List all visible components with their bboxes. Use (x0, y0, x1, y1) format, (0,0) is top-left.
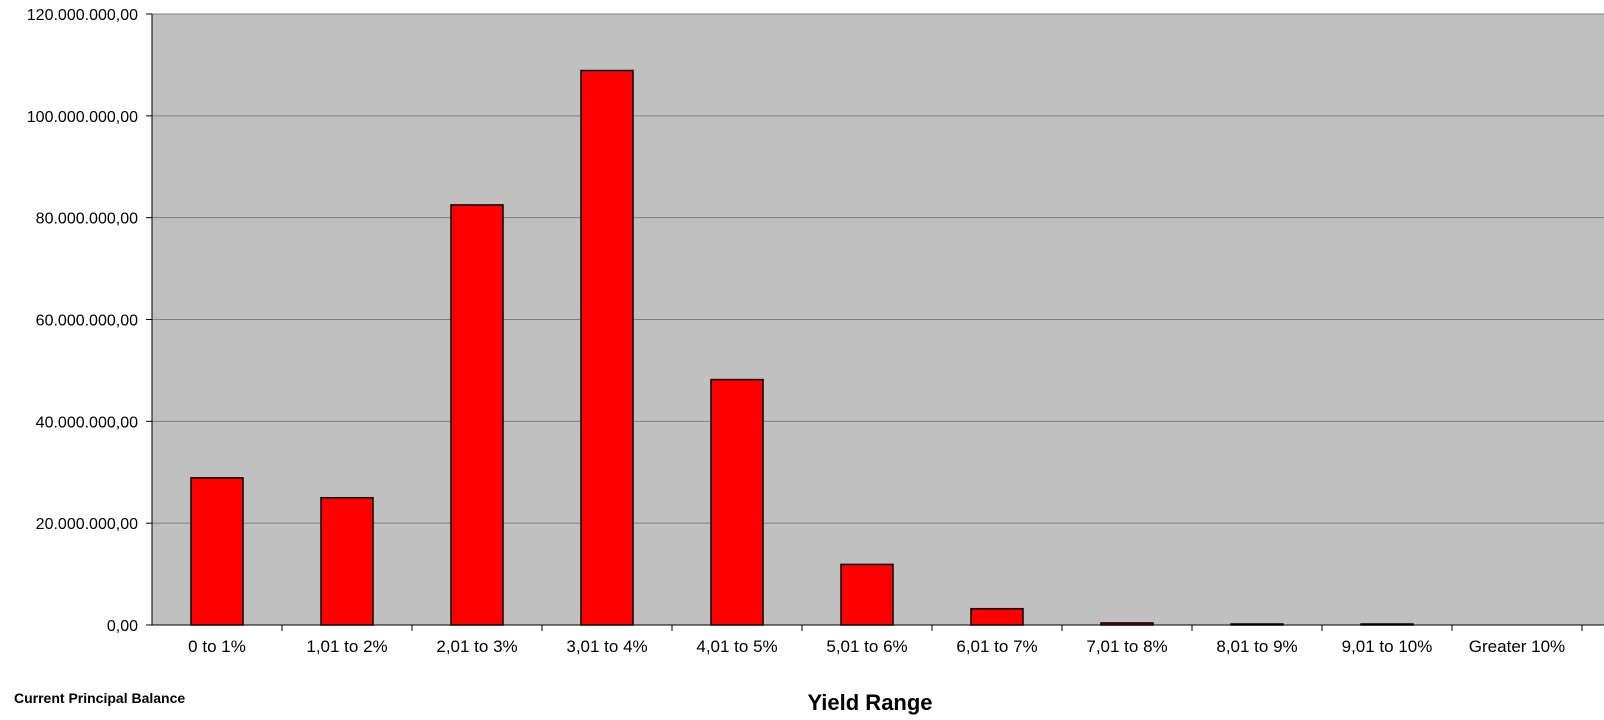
y-tick-label: 80.000.000,00 (36, 211, 138, 228)
bar (450, 204, 504, 626)
x-tick-label: 3,01 to 4% (566, 637, 647, 656)
bar (190, 477, 244, 626)
x-axis-title: Yield Range (807, 690, 933, 715)
y-tick-label: 40.000.000,00 (36, 414, 138, 431)
bar (840, 563, 894, 626)
x-tick-label: 1,01 to 2% (306, 637, 387, 656)
bar (580, 69, 634, 626)
x-tick-label: 4,01 to 5% (696, 637, 777, 656)
y-tick-label: 120.000.000,00 (27, 7, 138, 24)
bar (970, 607, 1024, 626)
y-axis-label: Current Principal Balance (14, 690, 186, 706)
y-tick-label: 0,00 (107, 618, 138, 635)
x-tick-label: 8,01 to 9% (1216, 637, 1297, 656)
y-tick-label: 100.000.000,00 (27, 109, 138, 126)
x-tick-label: 5,01 to 6% (826, 637, 907, 656)
y-tick-label: 20.000.000,00 (36, 516, 138, 533)
y-tick-label: 60.000.000,00 (36, 313, 138, 330)
x-tick-label: 7,01 to 8% (1086, 637, 1167, 656)
bar (1100, 622, 1154, 626)
bar (1230, 623, 1284, 626)
x-tick-label: 0 to 1% (188, 637, 246, 656)
x-tick-label: 9,01 to 10% (1342, 637, 1433, 656)
x-tick-label: Greater 10% (1469, 637, 1565, 656)
bar (710, 378, 764, 626)
x-tick-label: 2,01 to 3% (436, 637, 517, 656)
bar (1360, 623, 1414, 626)
bar (320, 496, 374, 626)
x-tick-label: 6,01 to 7% (956, 637, 1037, 656)
